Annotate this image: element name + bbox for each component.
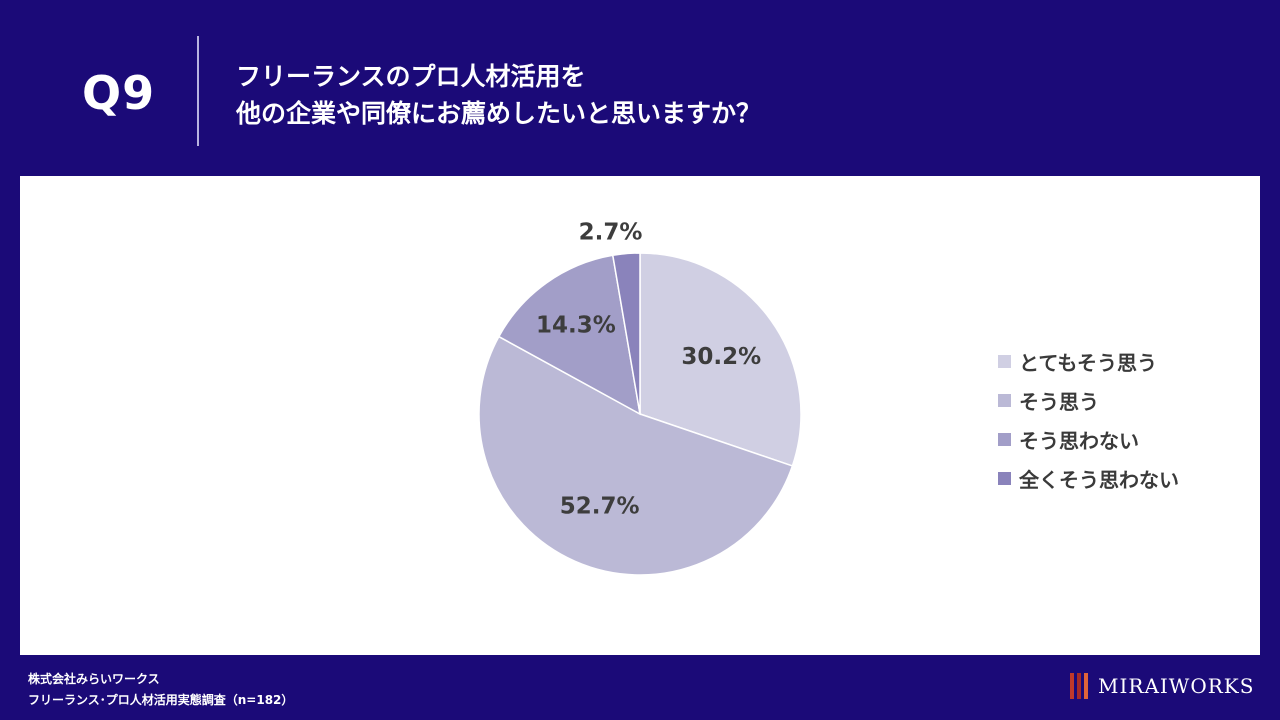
legend-swatch-2: [998, 394, 1011, 407]
data-label-2: 52.7%: [560, 494, 640, 520]
question-title-line1: フリーランスのプロ人材活用を: [236, 62, 586, 91]
legend-item-1: とてもそう思う: [998, 342, 1179, 381]
header-divider: [197, 36, 199, 146]
legend-item-2: そう思う: [998, 381, 1179, 420]
legend-swatch-3: [998, 433, 1011, 446]
question-number: Q9: [82, 66, 156, 120]
legend-label-2: そう思う: [1019, 390, 1099, 414]
chart-panel: 30.2% 52.7% 14.3% 2.7% とてもそう思う そう思うそう思わない全くそ…: [20, 176, 1260, 655]
legend-label-3: そう思わない: [1019, 429, 1139, 453]
pie-slice-1: [639, 252, 802, 467]
question-title-line2: 他の企業や同僚にお薦めしたいと思いますか？: [236, 99, 762, 128]
legend-swatch-1: [998, 355, 1011, 368]
legend-item-4: 全くそう思わない: [998, 459, 1179, 498]
footer-company: 株式会社みらいワークス: [28, 672, 160, 686]
footer-survey: フリーランス･プロ人材活用実態調査（n=182）: [28, 693, 294, 707]
company-logo: MIRAIWORKS: [1070, 673, 1254, 699]
footer-source: 株式会社みらいワークス フリーランス･プロ人材活用実態調査（n=182）: [28, 669, 293, 711]
pie-slice-3: [497, 254, 642, 416]
logo-mark-icon: [1070, 673, 1088, 699]
chart-legend: とてもそう思う そう思うそう思わない全くそう思わない: [998, 342, 1179, 498]
data-label-1: 30.2%: [681, 344, 761, 370]
legend-label-1: とてもそう思う: [1019, 351, 1157, 375]
legend-label-4: 全くそう思わない: [1019, 468, 1179, 492]
pie-slice-2: [478, 335, 794, 576]
pie-chart: 30.2% 52.7% 14.3% 2.7%: [478, 220, 802, 576]
legend-item-3: そう思わない: [998, 420, 1179, 459]
logo-text: MIRAIWORKS: [1098, 674, 1255, 698]
pie-slice-4: [611, 252, 641, 415]
data-label-3: 14.3%: [536, 313, 616, 339]
data-label-4: 2.7%: [579, 220, 643, 246]
legend-swatch-4: [998, 472, 1011, 485]
question-title: フリーランスのプロ人材活用を 他の企業や同僚にお薦めしたいと思いますか？: [236, 58, 761, 132]
